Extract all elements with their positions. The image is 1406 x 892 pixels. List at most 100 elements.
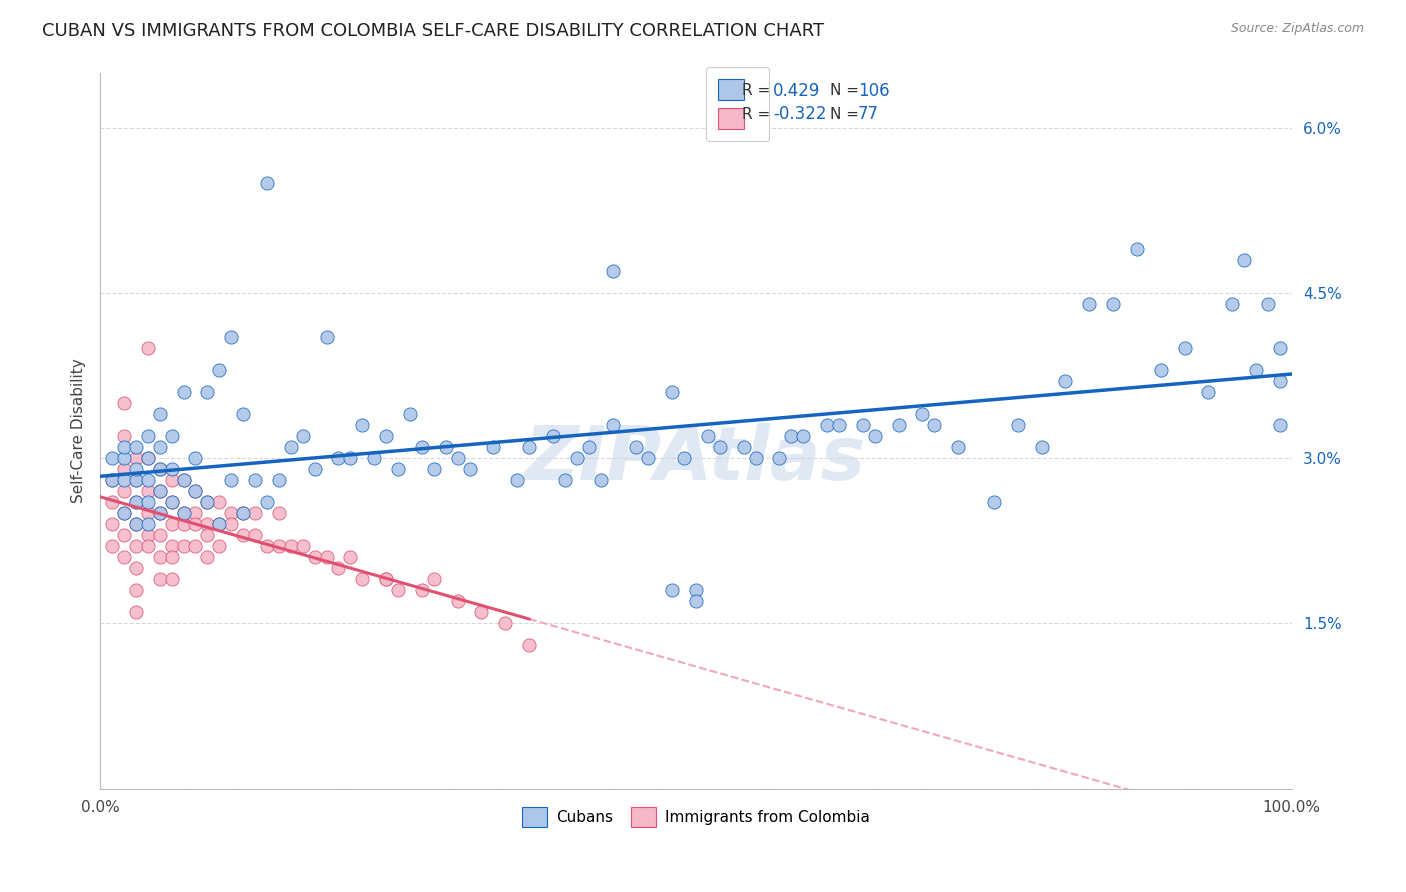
Point <box>291 539 314 553</box>
Point <box>160 429 183 443</box>
Point <box>352 573 374 587</box>
Point <box>195 385 218 400</box>
Point <box>184 484 207 499</box>
Point <box>602 418 624 433</box>
Point <box>339 550 361 565</box>
Point <box>399 407 422 421</box>
Point <box>184 484 207 499</box>
Point <box>149 506 172 520</box>
Point <box>304 462 326 476</box>
Point <box>446 451 468 466</box>
Point <box>1078 297 1101 311</box>
Point <box>160 517 183 532</box>
Text: R =: R = <box>742 84 770 98</box>
Point <box>219 517 242 532</box>
Point <box>112 506 135 520</box>
Point <box>280 440 302 454</box>
Point <box>565 451 588 466</box>
Point <box>136 429 159 443</box>
Point <box>232 528 254 542</box>
Text: CUBAN VS IMMIGRANTS FROM COLOMBIA SELF-CARE DISABILITY CORRELATION CHART: CUBAN VS IMMIGRANTS FROM COLOMBIA SELF-C… <box>42 22 824 40</box>
Point <box>149 550 172 565</box>
Point <box>125 606 148 620</box>
Point <box>339 451 361 466</box>
Point <box>387 583 409 598</box>
Point <box>160 462 183 476</box>
Point <box>578 440 600 454</box>
Point <box>112 396 135 410</box>
Point <box>517 639 540 653</box>
Point <box>375 573 398 587</box>
Point <box>1197 385 1219 400</box>
Point <box>184 506 207 520</box>
Point <box>101 451 124 466</box>
Point <box>125 440 148 454</box>
Point <box>125 495 148 509</box>
Point <box>1233 253 1256 268</box>
Point <box>160 495 183 509</box>
Point <box>1244 363 1267 377</box>
Point <box>946 440 969 454</box>
Point <box>101 473 124 487</box>
Point <box>149 573 172 587</box>
Point <box>243 528 266 542</box>
Point <box>232 506 254 520</box>
Point <box>1126 242 1149 256</box>
Point <box>1150 363 1173 377</box>
Point <box>554 473 576 487</box>
Point <box>160 539 183 553</box>
Point <box>184 539 207 553</box>
Point <box>328 561 350 575</box>
Point <box>112 550 135 565</box>
Point <box>195 528 218 542</box>
Text: 0.429: 0.429 <box>773 82 821 100</box>
Point <box>195 550 218 565</box>
Point <box>256 495 278 509</box>
Point <box>219 506 242 520</box>
Point <box>208 539 231 553</box>
Point <box>291 429 314 443</box>
Point <box>780 429 803 443</box>
Point <box>243 506 266 520</box>
Point <box>208 517 231 532</box>
Point <box>195 517 218 532</box>
Point <box>125 495 148 509</box>
Point <box>661 583 683 598</box>
Point <box>101 473 124 487</box>
Point <box>541 429 564 443</box>
Point <box>112 451 135 466</box>
Point <box>470 606 492 620</box>
Point <box>101 517 124 532</box>
Point <box>149 407 172 421</box>
Point <box>506 473 529 487</box>
Point <box>136 451 159 466</box>
Point <box>149 528 172 542</box>
Text: -0.322: -0.322 <box>773 105 827 123</box>
Point <box>1257 297 1279 311</box>
Point <box>589 473 612 487</box>
Point <box>112 528 135 542</box>
Point <box>352 418 374 433</box>
Text: N =: N = <box>830 107 859 121</box>
Point <box>173 506 195 520</box>
Point <box>125 517 148 532</box>
Point <box>924 418 946 433</box>
Point <box>208 495 231 509</box>
Text: N =: N = <box>830 84 859 98</box>
Point <box>602 264 624 278</box>
Point <box>256 176 278 190</box>
Point <box>125 583 148 598</box>
Point <box>173 473 195 487</box>
Point <box>411 440 433 454</box>
Point <box>125 451 148 466</box>
Point <box>768 451 790 466</box>
Point <box>112 462 135 476</box>
Text: R =: R = <box>742 107 770 121</box>
Point <box>1268 418 1291 433</box>
Point <box>828 418 851 433</box>
Point <box>173 517 195 532</box>
Point <box>208 363 231 377</box>
Point <box>149 462 172 476</box>
Point <box>160 573 183 587</box>
Point <box>744 451 766 466</box>
